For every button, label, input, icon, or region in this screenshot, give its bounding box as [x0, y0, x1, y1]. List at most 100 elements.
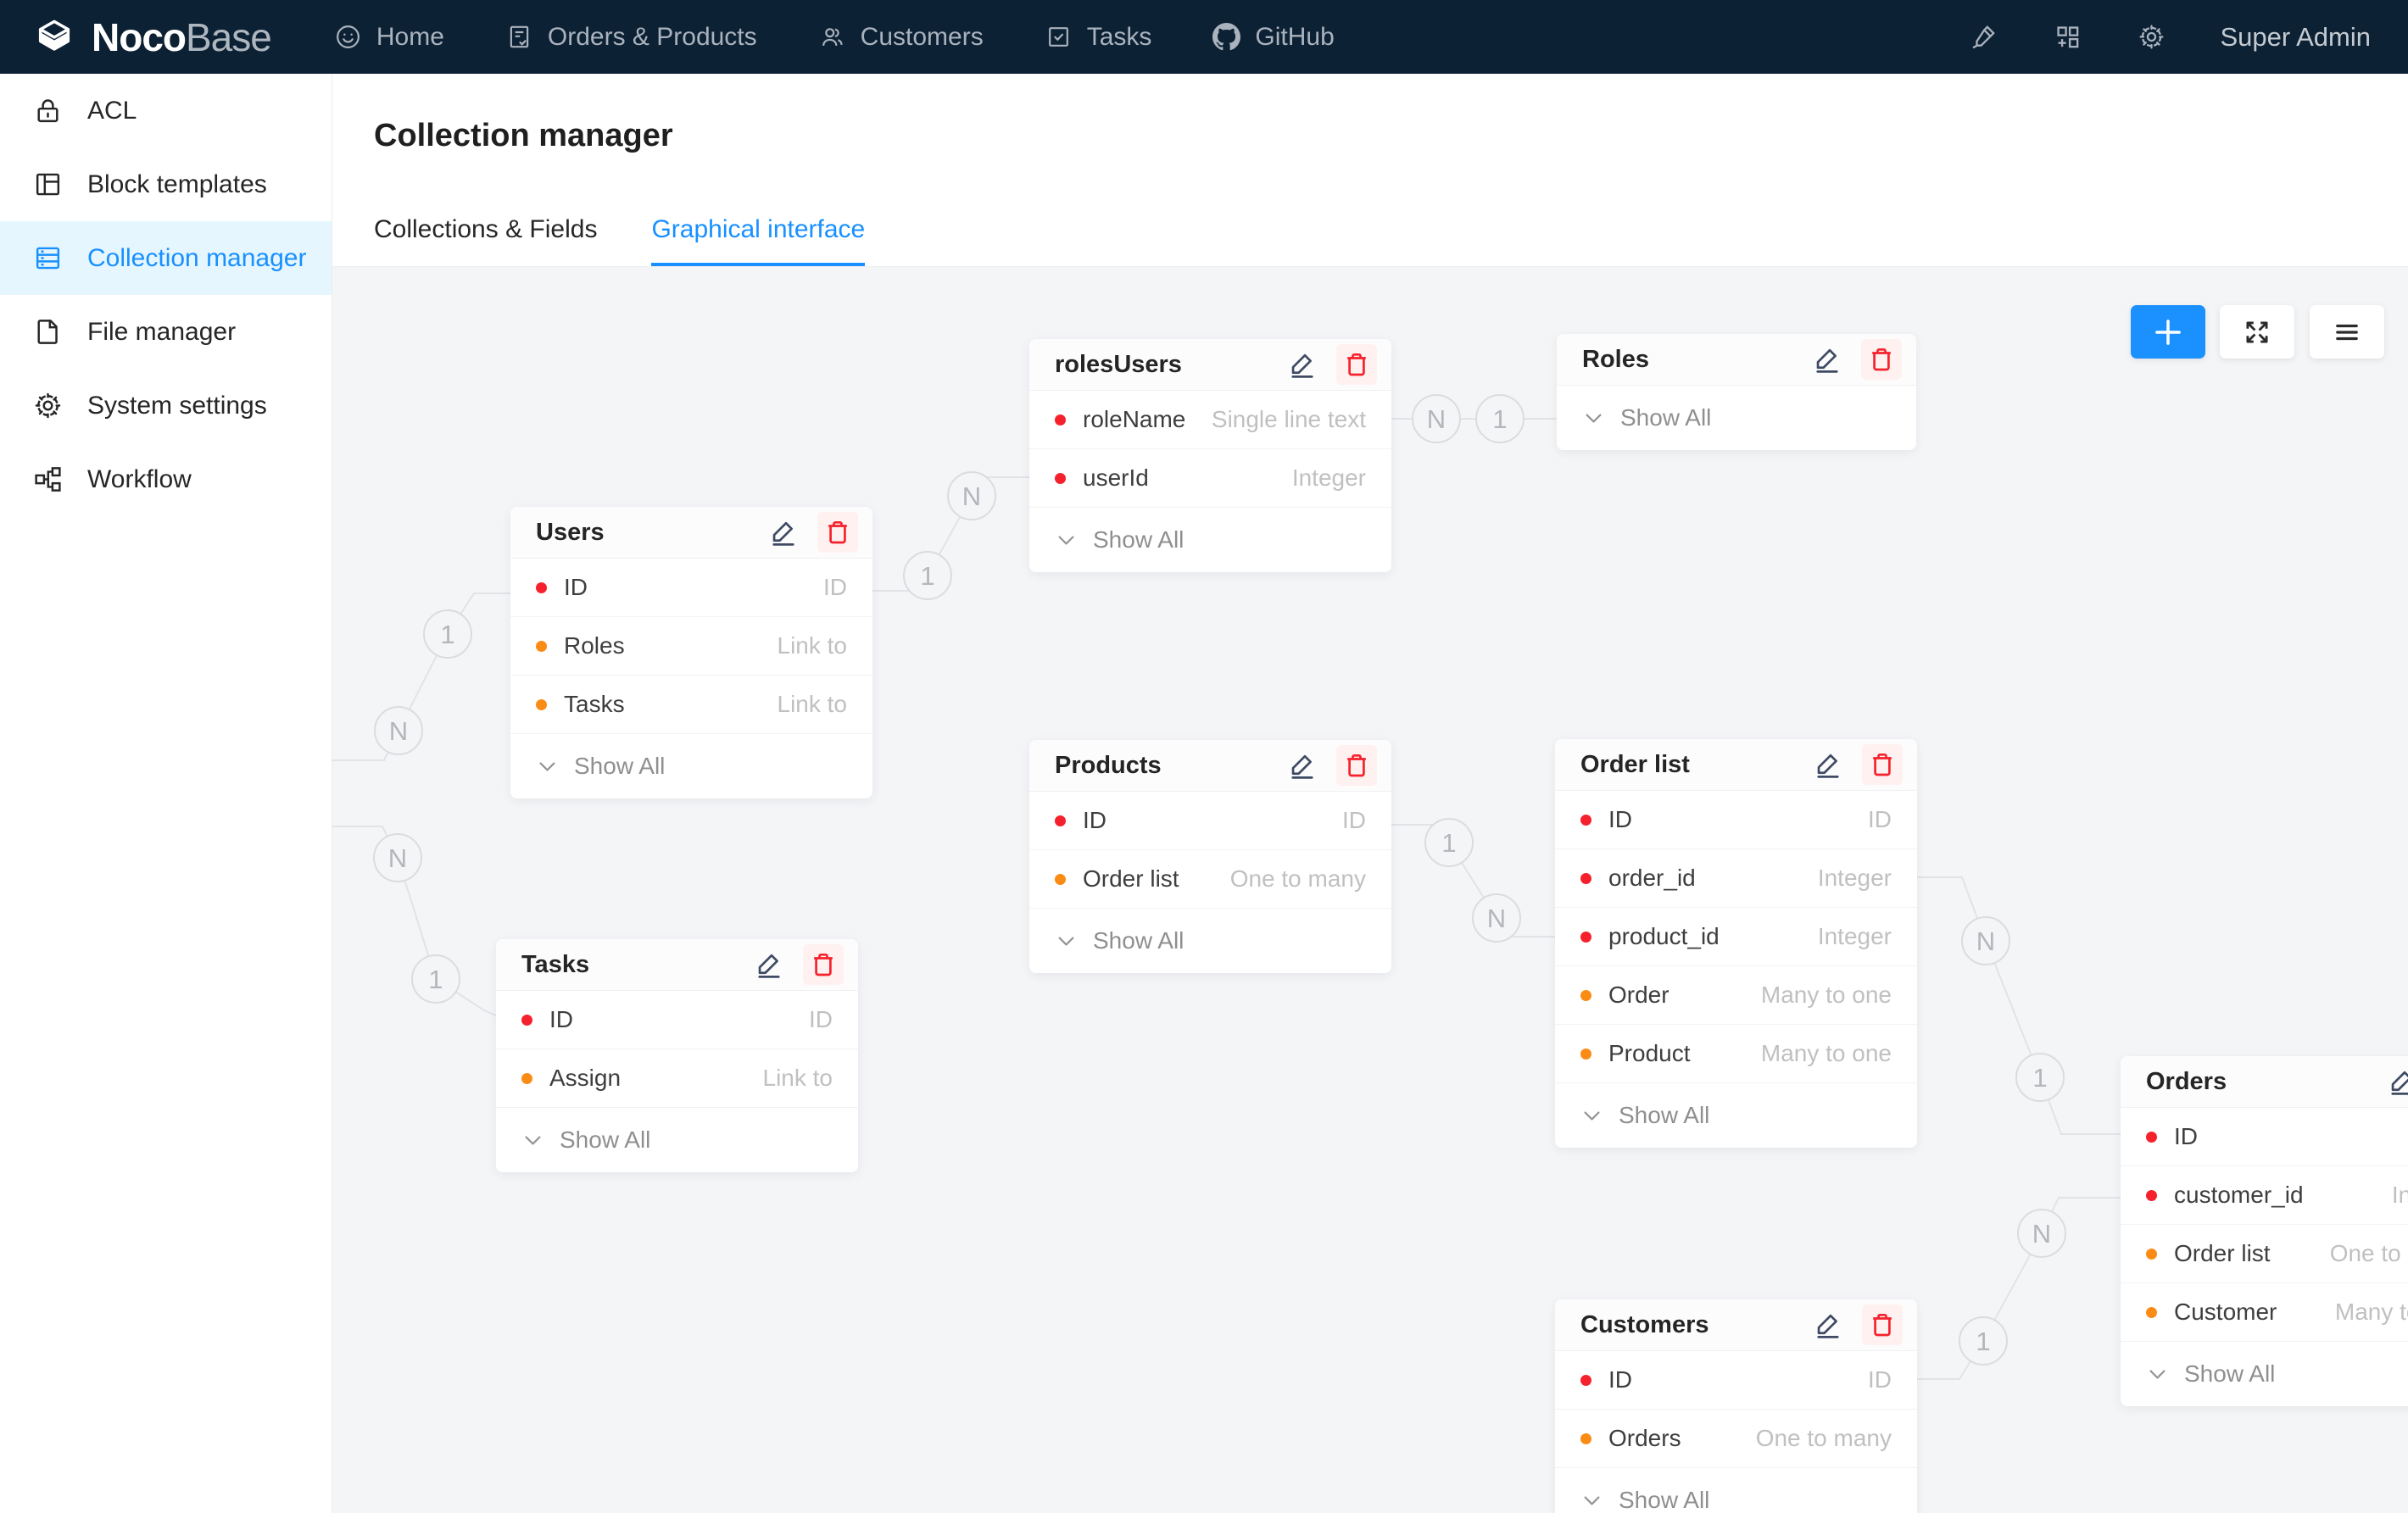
show-all-toggle[interactable]: Show All	[1555, 1083, 1917, 1148]
edit-collection-button[interactable]	[1282, 344, 1323, 385]
field-name: Roles	[564, 632, 625, 659]
field-row[interactable]: Order Many to one	[1555, 966, 1917, 1025]
sidebar-item-file-manager[interactable]: File manager	[0, 295, 332, 369]
relation-edge	[1391, 824, 1555, 937]
collection-card-order-list[interactable]: Order list ID ID order_id Integer product_id I…	[1555, 739, 1917, 1148]
collection-card-users[interactable]: Users ID ID Roles Link to Tasks Link to Show Al…	[510, 507, 872, 798]
edit-collection-button[interactable]	[1282, 745, 1323, 786]
field-row[interactable]: roleName Single line text	[1029, 391, 1391, 449]
tab-collections-fields[interactable]: Collections & Fields	[374, 215, 598, 243]
field-row[interactable]: Orders One to many	[1555, 1410, 1917, 1468]
edit-collection-button[interactable]	[1808, 744, 1848, 785]
user-menu[interactable]: Super Admin	[2220, 21, 2372, 52]
show-all-toggle[interactable]: Show All	[1029, 909, 1391, 973]
field-row[interactable]: Roles Link to	[510, 617, 872, 676]
edit-collection-button[interactable]	[1808, 1304, 1848, 1345]
delete-collection-button[interactable]	[1862, 1304, 1903, 1345]
show-all-toggle[interactable]: Show All	[1555, 1468, 1917, 1513]
collection-card-tasks[interactable]: Tasks ID ID Assign Link to Show All	[496, 939, 858, 1172]
field-row[interactable]: order_id Integer	[1555, 849, 1917, 908]
field-row[interactable]: customer_id Integer	[2121, 1166, 2408, 1225]
field-row[interactable]: Product Many to one	[1555, 1025, 1917, 1083]
delete-collection-button[interactable]	[803, 944, 844, 985]
field-row[interactable]: Tasks Link to	[510, 676, 872, 734]
graph-menu-button[interactable]	[2310, 305, 2384, 359]
field-row[interactable]: Assign Link to	[496, 1049, 858, 1108]
nav-item-orders-products[interactable]: Orders & Products	[505, 23, 757, 52]
edit-collection-button[interactable]	[749, 944, 789, 985]
show-all-toggle[interactable]: Show All	[2121, 1342, 2408, 1406]
sidebar-item-system-settings[interactable]: System settings	[0, 369, 332, 442]
nav-item-github[interactable]: GitHub	[1212, 23, 1335, 52]
edit-pencil-icon	[1291, 754, 1313, 779]
collection-card-header: Users	[510, 507, 872, 559]
collection-card-products[interactable]: Products ID ID Order list One to many Show Al…	[1029, 740, 1391, 973]
show-all-toggle[interactable]: Show All	[1029, 508, 1391, 572]
top-menu: Home Orders & Products Customers	[334, 23, 1335, 52]
field-type: Many to one	[1760, 982, 1892, 1008]
trash-icon	[1347, 353, 1366, 376]
edit-collection-button[interactable]	[2382, 1061, 2408, 1102]
field-row[interactable]: Customer Many to one	[2121, 1283, 2408, 1342]
tab-graphical-interface[interactable]: Graphical interface	[651, 215, 866, 266]
appstore-add-icon[interactable]	[2053, 22, 2082, 52]
relation-cardinality-label: 1	[2032, 1063, 2047, 1093]
delete-collection-button[interactable]	[817, 512, 858, 553]
edit-collection-button[interactable]	[1807, 339, 1848, 380]
field-type: Link to	[777, 691, 848, 717]
sidebar-item-acl[interactable]: ACL	[0, 74, 332, 147]
field-row[interactable]: product_id Integer	[1555, 908, 1917, 966]
show-all-toggle[interactable]: Show All	[496, 1108, 858, 1172]
app-logo[interactable]: NocoBase	[0, 14, 300, 61]
delete-collection-button[interactable]	[1336, 745, 1377, 786]
relation-cardinality-label: 1	[1492, 404, 1507, 434]
nav-item-customers[interactable]: Customers	[818, 23, 984, 52]
show-all-toggle[interactable]: Show All	[1557, 386, 1916, 450]
nav-item-tasks[interactable]: Tasks	[1045, 23, 1151, 52]
delete-collection-button[interactable]	[1336, 344, 1377, 385]
sidebar-item-collection-manager[interactable]: Collection manager	[0, 221, 332, 295]
add-collection-button[interactable]	[2131, 305, 2205, 359]
edit-collection-button[interactable]	[763, 512, 804, 553]
sidebar-item-label: Workflow	[87, 464, 192, 493]
delete-collection-button[interactable]	[1862, 744, 1903, 785]
delete-collection-button[interactable]	[1861, 339, 1902, 380]
relation-cardinality-badge	[1472, 893, 1521, 943]
logo-text-bold: Noco	[92, 14, 187, 59]
relation-cardinality-badge	[903, 551, 952, 600]
fullscreen-button[interactable]	[2220, 305, 2294, 359]
field-name: Customer	[2174, 1299, 2277, 1325]
nav-item-label: Orders & Products	[547, 22, 757, 51]
red-field-dot	[2146, 1189, 2157, 1201]
orange-field-dot	[2146, 1306, 2157, 1318]
collection-card-rolesusers[interactable]: rolesUsers roleName Single line text userId…	[1029, 339, 1391, 572]
sidebar-item-block-templates[interactable]: Block templates	[0, 147, 332, 221]
relation-cardinality-label: N	[962, 481, 981, 511]
gear-icon[interactable]	[2137, 22, 2166, 52]
collection-card-header: Products	[1029, 740, 1391, 792]
relation-cardinality-label: N	[1427, 404, 1446, 434]
highlighter-icon[interactable]	[1969, 22, 1998, 52]
nav-item-home[interactable]: Home	[334, 23, 444, 52]
field-row[interactable]: Order list One to many	[2121, 1225, 2408, 1283]
collection-title: Tasks	[521, 950, 590, 978]
show-all-toggle[interactable]: Show All	[510, 734, 872, 798]
red-field-dot	[536, 581, 547, 593]
field-type: One to many	[1755, 1425, 1892, 1451]
collection-card-roles[interactable]: Roles Show All	[1557, 334, 1916, 450]
collection-card-customers[interactable]: Customers ID ID Orders One to many Show All	[1555, 1299, 1917, 1513]
sidebar-item-workflow[interactable]: Workflow	[0, 442, 332, 516]
graph-canvas[interactable]: N 1 N 1 1 N N 1 1 N 1 N N 1 rolesUsers roleName Single …	[332, 267, 2408, 1513]
collection-actions	[749, 944, 844, 985]
collection-actions	[1282, 344, 1377, 385]
field-row[interactable]: userId Integer	[1029, 449, 1391, 508]
field-row[interactable]: Order list One to many	[1029, 850, 1391, 909]
